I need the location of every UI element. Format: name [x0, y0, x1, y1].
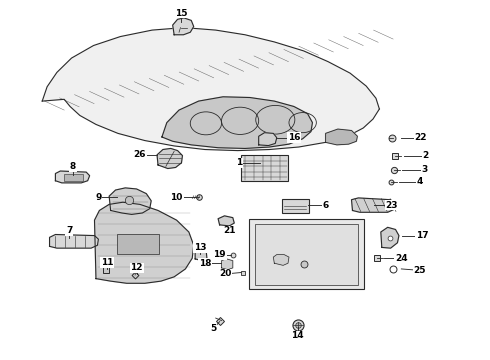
Text: 3: 3: [422, 166, 428, 175]
Polygon shape: [195, 246, 207, 261]
Text: 4: 4: [416, 177, 423, 186]
Text: 24: 24: [395, 254, 408, 263]
Polygon shape: [326, 129, 357, 145]
Polygon shape: [273, 255, 289, 265]
Polygon shape: [351, 198, 395, 212]
FancyBboxPatch shape: [282, 199, 309, 213]
Text: 9: 9: [95, 193, 101, 202]
Text: 15: 15: [175, 9, 188, 18]
Polygon shape: [381, 227, 399, 248]
Text: 18: 18: [198, 259, 211, 268]
Polygon shape: [109, 188, 151, 215]
Polygon shape: [55, 171, 90, 183]
Polygon shape: [172, 18, 194, 35]
Polygon shape: [162, 97, 313, 148]
Text: 11: 11: [101, 258, 114, 267]
Text: 2: 2: [423, 151, 429, 160]
Text: 13: 13: [194, 243, 206, 252]
Text: 20: 20: [219, 269, 232, 278]
Text: 25: 25: [414, 266, 426, 275]
Polygon shape: [259, 133, 277, 145]
Text: 14: 14: [292, 332, 304, 341]
Text: 22: 22: [415, 133, 427, 142]
Text: 17: 17: [416, 231, 428, 240]
Polygon shape: [218, 216, 234, 226]
Polygon shape: [95, 202, 194, 283]
Polygon shape: [221, 259, 233, 270]
Text: 26: 26: [134, 150, 146, 159]
Text: 7: 7: [66, 226, 73, 235]
Text: 19: 19: [213, 250, 226, 259]
FancyBboxPatch shape: [255, 224, 358, 285]
Text: 10: 10: [171, 193, 183, 202]
Text: 12: 12: [130, 264, 143, 273]
Polygon shape: [42, 28, 379, 150]
FancyBboxPatch shape: [241, 155, 288, 181]
Text: 16: 16: [288, 133, 300, 142]
FancyBboxPatch shape: [117, 234, 159, 253]
Text: 6: 6: [322, 201, 329, 210]
Polygon shape: [157, 148, 182, 168]
Text: 1: 1: [236, 158, 242, 167]
FancyBboxPatch shape: [249, 220, 364, 289]
Polygon shape: [49, 234, 98, 248]
Text: 23: 23: [385, 201, 398, 210]
FancyBboxPatch shape: [64, 174, 83, 181]
Text: 8: 8: [70, 162, 76, 171]
Text: 21: 21: [223, 226, 236, 235]
Text: 5: 5: [210, 324, 217, 333]
